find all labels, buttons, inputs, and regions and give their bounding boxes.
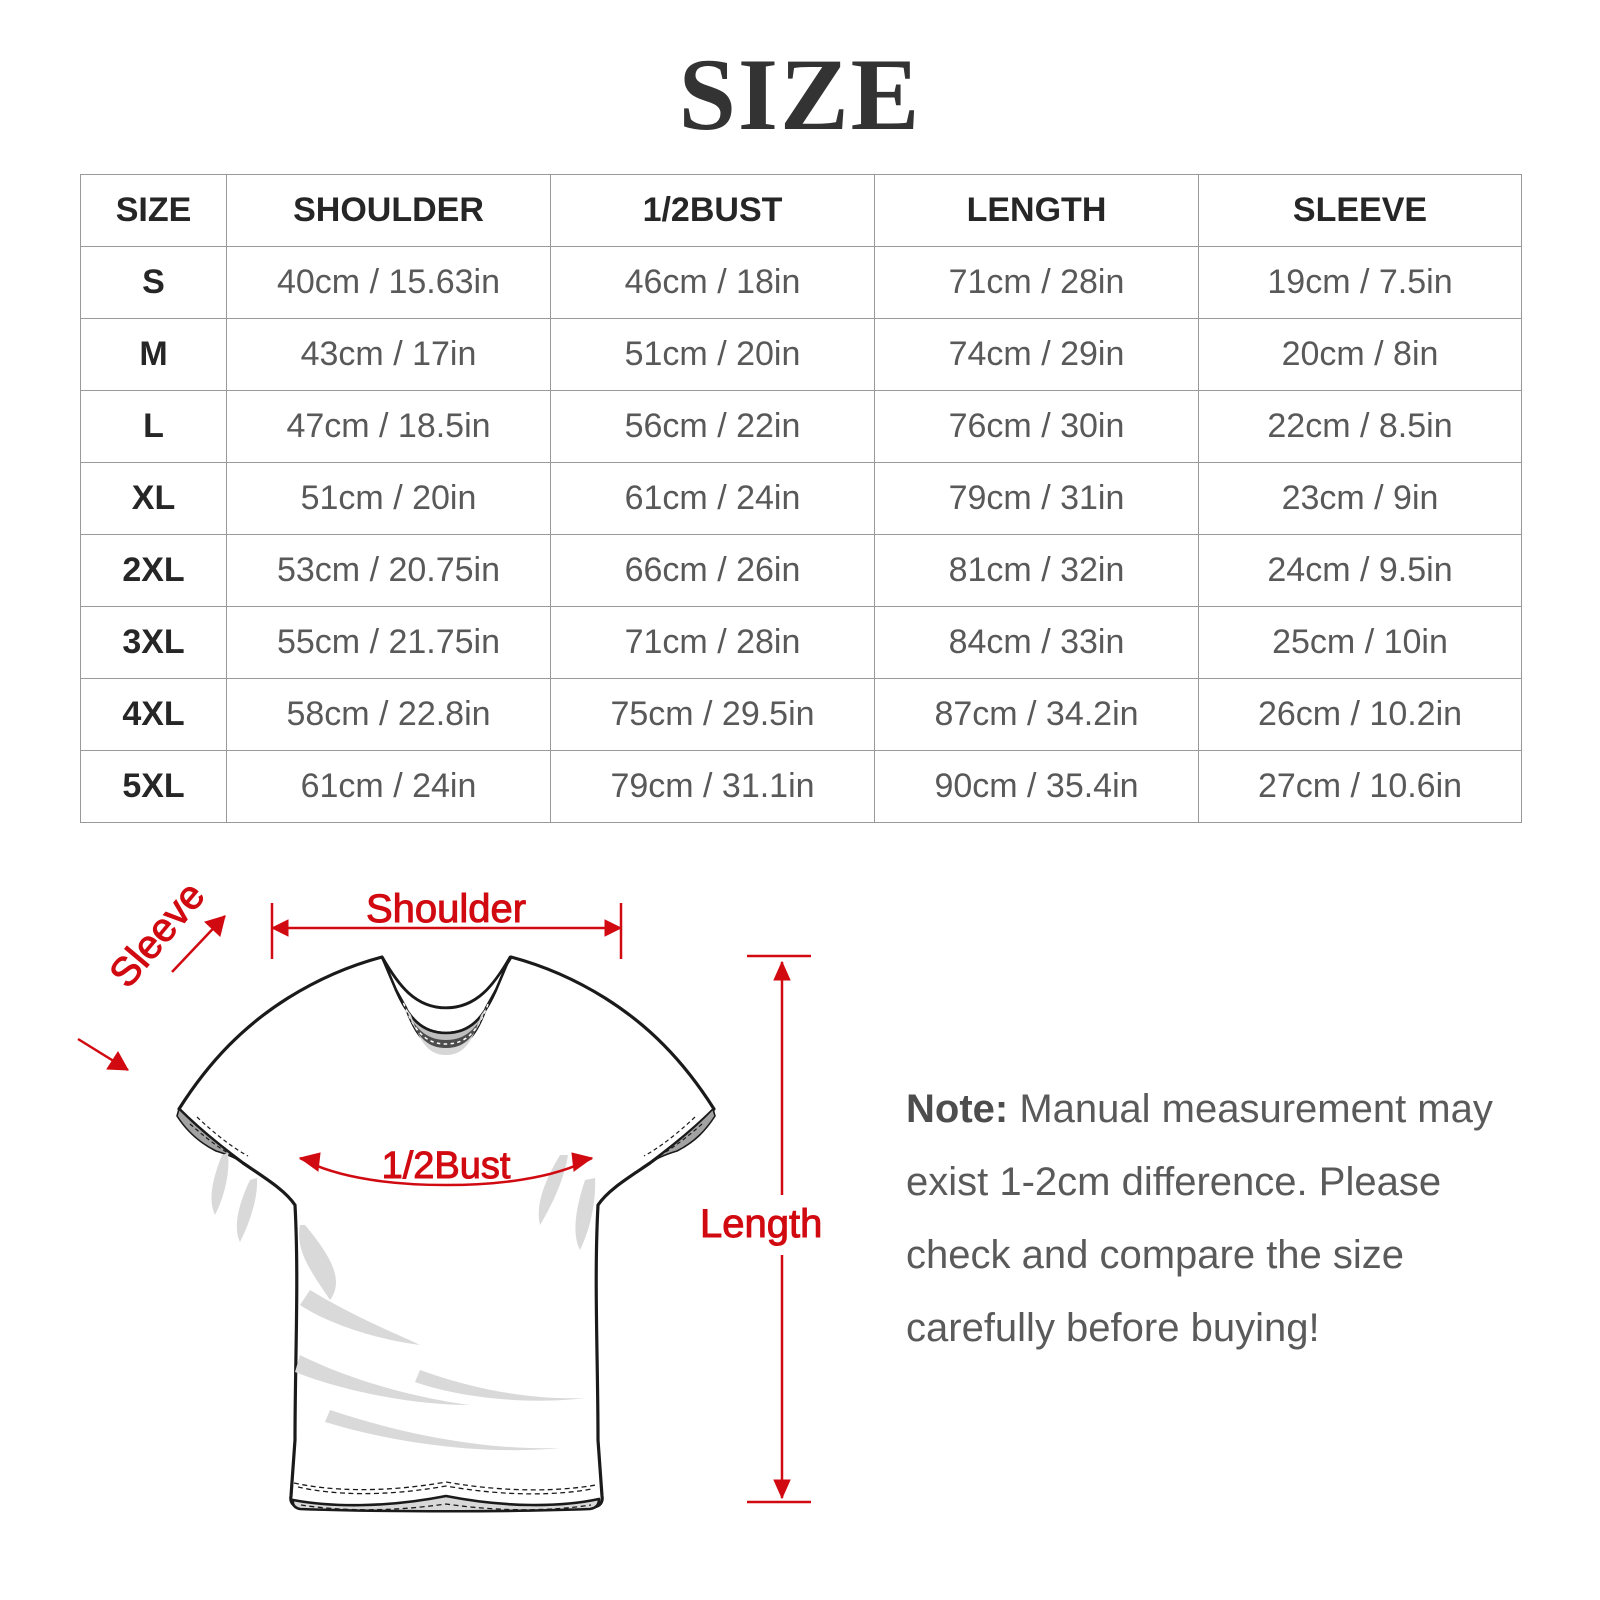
svg-text:1/2Bust: 1/2Bust (382, 1145, 511, 1187)
svg-text:Length: Length (700, 1202, 822, 1246)
svg-text:Shoulder: Shoulder (366, 887, 526, 931)
svg-text:Sleeve: Sleeve (101, 874, 213, 996)
